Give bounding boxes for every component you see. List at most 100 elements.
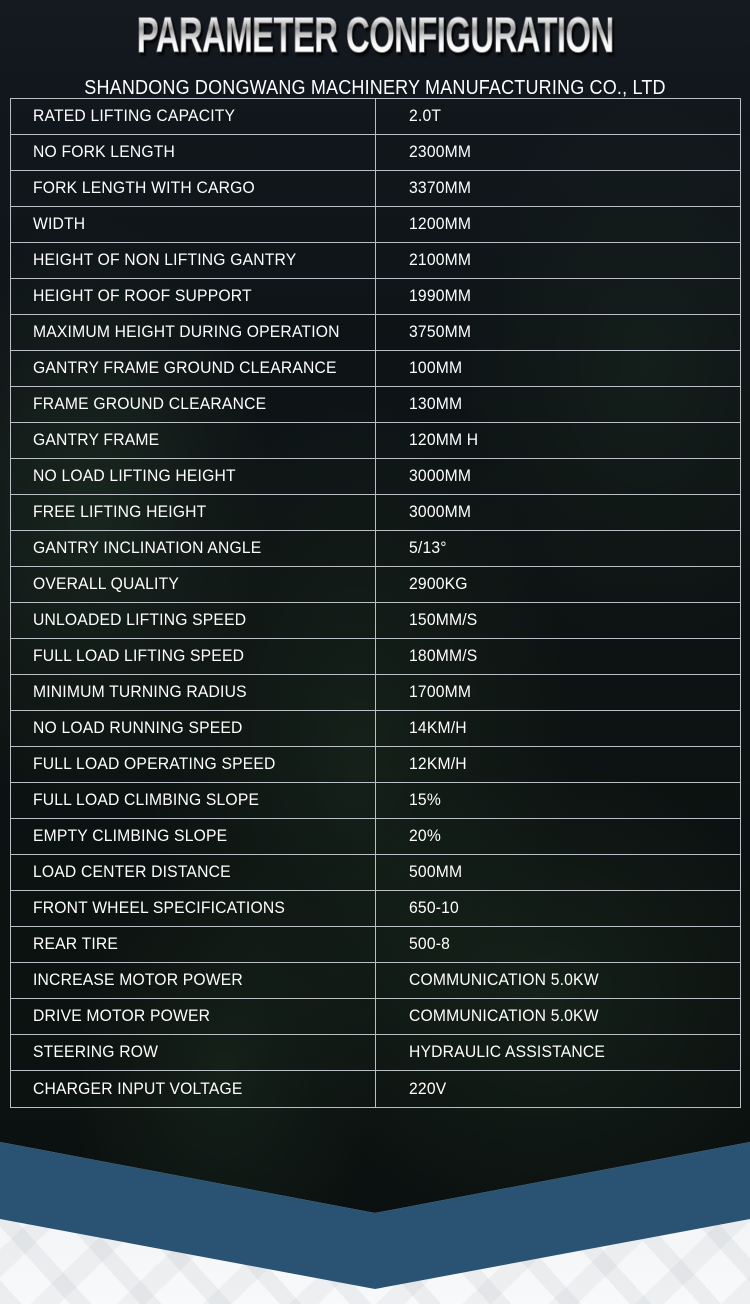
row-label: GANTRY FRAME <box>11 423 376 458</box>
row-label: FRAME GROUND CLEARANCE <box>11 387 376 422</box>
table-row: FREE LIFTING HEIGHT 3000MM <box>11 495 740 531</box>
row-value-text: 12KM/H <box>409 755 467 773</box>
row-label: GANTRY INCLINATION ANGLE <box>11 531 376 566</box>
row-value: 5/13° <box>376 531 740 566</box>
table-row: UNLOADED LIFTING SPEED 150MM/S <box>11 603 740 639</box>
row-value-text: 220V <box>409 1079 447 1098</box>
row-value-text: 2.0T <box>409 107 442 125</box>
row-label: WIDTH <box>11 207 376 242</box>
table-row: NO LOAD LIFTING HEIGHT 3000MM <box>11 459 740 495</box>
table-row: OVERALL QUALITY 2900KG <box>11 567 740 603</box>
row-value-text: 500MM <box>409 863 463 881</box>
row-value-text: 100MM <box>409 359 463 377</box>
row-label-text: OVERALL QUALITY <box>33 575 180 593</box>
row-value-text: 15% <box>409 791 441 809</box>
row-label-text: FREE LIFTING HEIGHT <box>33 503 207 521</box>
row-label-text: HEIGHT OF NON LIFTING GANTRY <box>33 251 297 269</box>
table-row: FRAME GROUND CLEARANCE 130MM <box>11 387 740 423</box>
row-value: 20% <box>376 819 740 854</box>
row-label: STEERING ROW <box>11 1035 376 1070</box>
row-label: FRONT WHEEL SPECIFICATIONS <box>11 891 376 926</box>
row-value: 2.0T <box>376 99 740 134</box>
row-value-text: 120MM H <box>409 431 479 449</box>
row-label-text: FRONT WHEEL SPECIFICATIONS <box>33 899 286 917</box>
table-row: STEERING ROW HYDRAULIC ASSISTANCE <box>11 1035 740 1071</box>
table-row: INCREASE MOTOR POWER COMMUNICATION 5.0KW <box>11 963 740 999</box>
table-row: HEIGHT OF ROOF SUPPORT 1990MM <box>11 279 740 315</box>
row-value: COMMUNICATION 5.0KW <box>376 999 740 1034</box>
row-label: CHARGER INPUT VOLTAGE <box>11 1071 376 1107</box>
row-value: 500MM <box>376 855 740 890</box>
row-value: 180MM/S <box>376 639 740 674</box>
page-title: PARAMETER CONFIGURATION <box>0 8 750 75</box>
row-label-text: NO LOAD RUNNING SPEED <box>33 719 243 737</box>
row-label: GANTRY FRAME GROUND CLEARANCE <box>11 351 376 386</box>
row-label-text: FULL LOAD LIFTING SPEED <box>33 647 245 665</box>
row-value: 2300MM <box>376 135 740 170</box>
row-value-text: 2900KG <box>409 575 468 593</box>
row-value: 100MM <box>376 351 740 386</box>
row-label: NO FORK LENGTH <box>11 135 376 170</box>
row-label-text: MINIMUM TURNING RADIUS <box>33 683 247 701</box>
row-value-text: 5/13° <box>409 539 447 557</box>
table-row: MAXIMUM HEIGHT DURING OPERATION 3750MM <box>11 315 740 351</box>
row-value-text: COMMUNICATION 5.0KW <box>409 971 599 989</box>
row-label: INCREASE MOTOR POWER <box>11 963 376 998</box>
table-row: LOAD CENTER DISTANCE 500MM <box>11 855 740 891</box>
row-label-text: INCREASE MOTOR POWER <box>33 971 243 989</box>
row-label-text: UNLOADED LIFTING SPEED <box>33 611 247 629</box>
row-label: HEIGHT OF NON LIFTING GANTRY <box>11 243 376 278</box>
row-value-text: 500-8 <box>409 935 451 953</box>
table-row: GANTRY FRAME 120MM H <box>11 423 740 459</box>
row-label: MAXIMUM HEIGHT DURING OPERATION <box>11 315 376 350</box>
row-label: FULL LOAD OPERATING SPEED <box>11 747 376 782</box>
row-label: FULL LOAD LIFTING SPEED <box>11 639 376 674</box>
row-label: RATED LIFTING CAPACITY <box>11 99 376 134</box>
row-value-text: 3000MM <box>409 467 472 485</box>
row-label-text: FULL LOAD OPERATING SPEED <box>33 755 276 773</box>
row-label-text: MAXIMUM HEIGHT DURING OPERATION <box>33 323 340 341</box>
row-value: 2900KG <box>376 567 740 602</box>
row-value: 500-8 <box>376 927 740 962</box>
table-row: FRONT WHEEL SPECIFICATIONS 650-10 <box>11 891 740 927</box>
row-label: FREE LIFTING HEIGHT <box>11 495 376 530</box>
row-value-text: COMMUNICATION 5.0KW <box>409 1007 599 1025</box>
table-row: NO LOAD RUNNING SPEED 14KM/H <box>11 711 740 747</box>
row-value-text: 650-10 <box>409 899 459 917</box>
row-label-text: WIDTH <box>33 215 86 233</box>
row-label-text: EMPTY CLIMBING SLOPE <box>33 827 228 845</box>
row-label-text: GANTRY FRAME <box>33 431 160 449</box>
row-value-text: 1990MM <box>409 287 472 305</box>
row-label-text: DRIVE MOTOR POWER <box>33 1007 211 1025</box>
row-value-text: HYDRAULIC ASSISTANCE <box>409 1043 606 1061</box>
row-label-text: HEIGHT OF ROOF SUPPORT <box>33 287 252 305</box>
row-label-text: REAR TIRE <box>33 935 119 953</box>
row-value: 120MM H <box>376 423 740 458</box>
row-value-text: 14KM/H <box>409 719 467 737</box>
header: PARAMETER CONFIGURATION SHANDONG DONGWAN… <box>0 0 750 101</box>
row-value-text: 20% <box>409 827 441 845</box>
row-value: 1700MM <box>376 675 740 710</box>
row-label-text: GANTRY FRAME GROUND CLEARANCE <box>33 359 337 377</box>
row-label: NO LOAD RUNNING SPEED <box>11 711 376 746</box>
row-value-text: 2300MM <box>409 143 472 161</box>
company-name: SHANDONG DONGWANG MACHINERY MANUFACTURIN… <box>0 77 750 101</box>
row-label: REAR TIRE <box>11 927 376 962</box>
row-value: 650-10 <box>376 891 740 926</box>
row-label-text: STEERING ROW <box>33 1043 159 1061</box>
row-label-text: FRAME GROUND CLEARANCE <box>33 395 267 413</box>
row-label-text: CHARGER INPUT VOLTAGE <box>33 1079 243 1098</box>
row-value: COMMUNICATION 5.0KW <box>376 963 740 998</box>
table-row: GANTRY FRAME GROUND CLEARANCE 100MM <box>11 351 740 387</box>
row-value: 1990MM <box>376 279 740 314</box>
row-value-text: 150MM/S <box>409 611 478 629</box>
row-value: 3370MM <box>376 171 740 206</box>
row-value: 1200MM <box>376 207 740 242</box>
row-value-text: 2100MM <box>409 251 472 269</box>
row-label: FULL LOAD CLIMBING SLOPE <box>11 783 376 818</box>
row-label-text: NO FORK LENGTH <box>33 143 176 161</box>
row-value-text: 1700MM <box>409 683 472 701</box>
table-row: REAR TIRE 500-8 <box>11 927 740 963</box>
table-row: WIDTH 1200MM <box>11 207 740 243</box>
